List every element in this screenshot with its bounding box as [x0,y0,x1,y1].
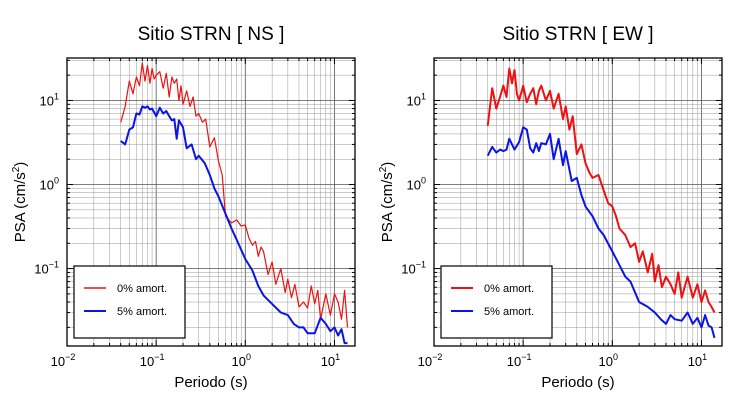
legend-box-ns [73,265,186,339]
legend-box-ew [440,265,553,339]
y-axis-label-main-ew: PSA (cm/s [379,172,396,242]
x-tick-label-ns: 10−2 [51,352,76,369]
x-tick-labels-ns: 10−2 10−1 100 101 [51,352,341,369]
y-tick-label-ew: 100 [407,176,426,193]
x-tick-labels-ew: 10−2 10−1 100 101 [418,352,708,369]
y-axis-label-main-ns: PSA (cm/s [12,172,29,242]
x-tick-label-ns: 101 [321,352,340,369]
y-tick-label-ns: 10−1 [34,260,59,277]
y-axis-label-ns: PSA (cm/s2) [11,162,29,243]
y-axis-label-ew: PSA (cm/s2) [378,162,396,243]
legend-label-5pct-ns: 5% amort. [117,306,167,318]
legend-ew: 0% amort. 5% amort. [440,265,553,339]
series-line-5pct-ns [120,105,348,345]
chart-title-ew: Sitio STRN [ EW ] [503,24,654,45]
legend-label-0pct-ew: 0% amort. [484,283,534,295]
y-tick-labels-ew: 10−1 100 101 [401,91,426,276]
plot-frame-ns [66,57,356,347]
chart-panel-ns: Sitio STRN [ NS ] 10−2 10−1 100 101 10−1 100… [11,24,356,391]
y-tick-label-ns: 101 [40,91,59,108]
x-tick-label-ew: 101 [688,352,707,369]
chart-panel-ew: Sitio STRN [ EW ] 10−2 10−1 100 101 10−1 100… [378,24,723,391]
series-line-0pct-ew [486,67,716,313]
y-tick-labels-ns: 10−1 100 101 [34,91,59,276]
x-tick-label-ns: 100 [232,352,251,369]
x-tick-label-ew: 10−2 [418,352,443,369]
y-axis-label-close-ns: ) [12,162,29,167]
y-axis-label-sup-ns: 2 [11,166,22,172]
y-axis-label-sup-ew: 2 [378,166,389,172]
ticks-ns [66,58,355,346]
y-tick-label-ew: 10−1 [401,260,426,277]
series-lines-ew [486,67,716,339]
plot-frame-ew [433,57,723,347]
x-tick-label-ew: 100 [599,352,618,369]
ticks-ew [433,58,722,346]
series-line-5pct-ew [486,126,716,339]
series-line-0pct-ns [120,62,349,328]
y-axis-label-close-ew: ) [379,162,396,167]
legend-ns: 0% amort. 5% amort. [73,265,186,339]
x-axis-label-ew: Periodo (s) [541,374,614,391]
x-axis-label-ns: Periodo (s) [174,374,247,391]
legend-label-5pct-ew: 5% amort. [484,306,534,318]
x-tick-label-ns: 10−1 [140,352,165,369]
x-tick-label-ew: 10−1 [507,352,532,369]
series-lines-ns [120,62,349,345]
legend-label-0pct-ns: 0% amort. [117,283,167,295]
y-tick-label-ns: 100 [40,176,59,193]
chart-title-ns: Sitio STRN [ NS ] [138,24,285,45]
y-tick-label-ew: 101 [407,91,426,108]
